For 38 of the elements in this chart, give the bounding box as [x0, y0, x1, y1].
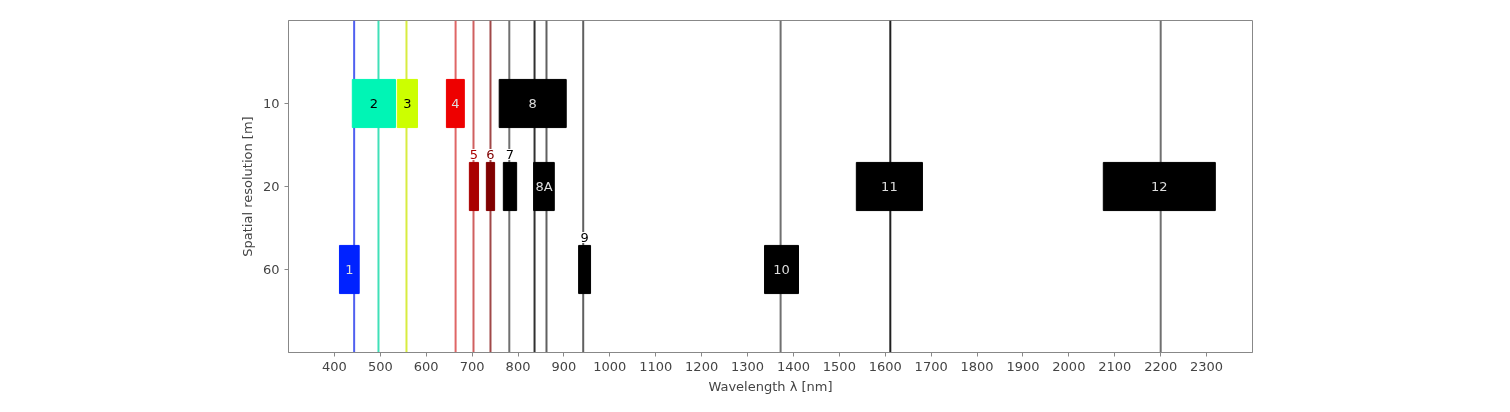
- y-tick-label: 60: [262, 262, 280, 277]
- series-label: 11: [881, 179, 898, 194]
- x-tick-label: 2100: [1098, 358, 1132, 374]
- x-tick-label: 2300: [1190, 358, 1224, 374]
- x-tick-label: 1500: [822, 358, 856, 374]
- series-label: 9: [580, 229, 589, 245]
- x-tick-label: 700: [459, 358, 485, 374]
- x-tick-label: 1800: [960, 358, 994, 374]
- series-label: 8A: [535, 179, 553, 194]
- x-tick-label: 800: [505, 358, 531, 374]
- y-axis-title: Spatial resolution [m]: [239, 116, 255, 257]
- y-tick-label: 10: [262, 96, 280, 111]
- x-tick-label: 600: [413, 358, 439, 374]
- series-label: 3: [403, 96, 412, 111]
- x-tick-label: 1700: [914, 358, 948, 374]
- series-label: 6: [486, 146, 495, 162]
- x-tick-label: 2200: [1144, 358, 1178, 374]
- series-label: 10: [773, 262, 790, 277]
- x-tick-label: 1300: [731, 358, 765, 374]
- series-label: 4: [451, 96, 460, 111]
- series-label: 2: [369, 96, 379, 111]
- x-tick-label: 1100: [639, 358, 673, 374]
- series-label: 12: [1151, 179, 1168, 194]
- series-label: 8: [528, 96, 537, 111]
- x-tick-label: 1400: [776, 358, 810, 374]
- series-label: 5: [469, 146, 479, 162]
- x-axis-title: Wavelength λ [nm]: [708, 378, 833, 394]
- y-tick-label: 20: [262, 179, 280, 194]
- series-label: 1: [345, 262, 354, 277]
- x-tick-label: 400: [322, 358, 347, 374]
- x-tick-label: 2000: [1052, 358, 1086, 374]
- x-tick-label: 1200: [685, 358, 719, 374]
- x-tick-label: 1900: [1006, 358, 1040, 374]
- x-tick-label: 900: [551, 358, 577, 374]
- series-label: 7: [505, 146, 515, 162]
- x-tick-label: 1600: [868, 358, 902, 374]
- x-tick-label: 500: [367, 358, 393, 374]
- x-tick-label: 1000: [593, 358, 627, 374]
